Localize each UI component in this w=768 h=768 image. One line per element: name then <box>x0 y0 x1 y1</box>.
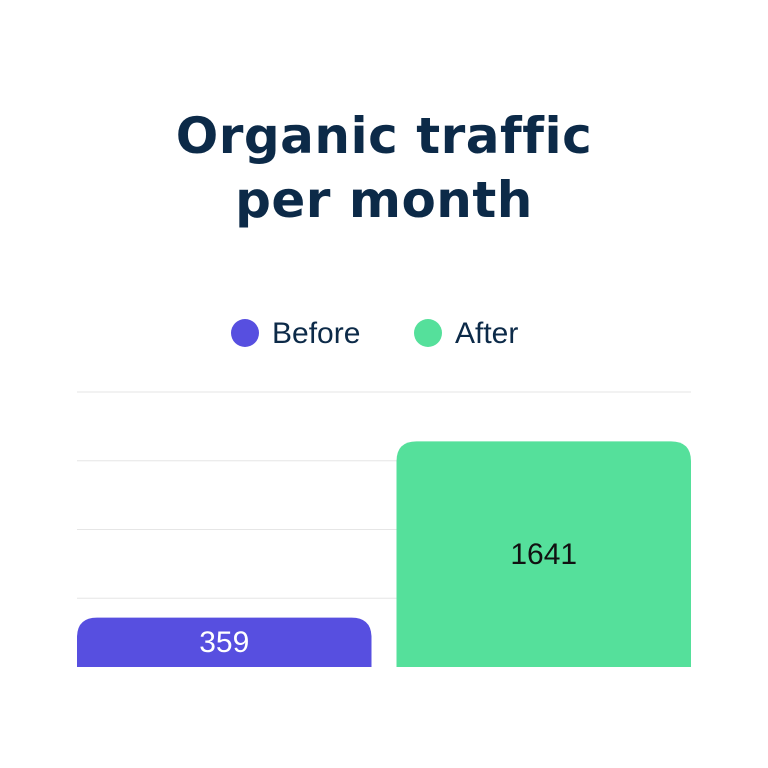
value-label: 359 <box>199 626 249 659</box>
value-label: 1641 <box>510 538 577 571</box>
chart-title: Organic traffic per month <box>175 107 593 229</box>
bar <box>396 441 691 667</box>
legend-label: Before <box>272 317 360 350</box>
legend-swatch <box>414 319 442 347</box>
bar <box>77 617 372 667</box>
legend-swatch <box>231 319 259 347</box>
legend-label: After <box>455 317 518 350</box>
